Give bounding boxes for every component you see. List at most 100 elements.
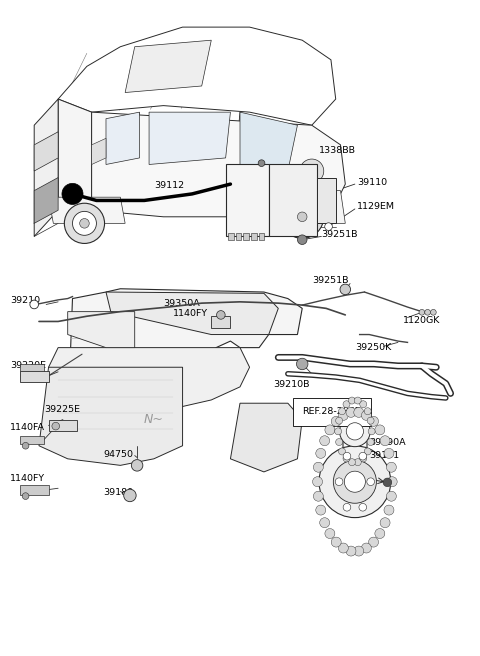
Circle shape — [359, 503, 367, 511]
Text: 39250K: 39250K — [355, 343, 391, 352]
Text: REF.28-286B: REF.28-286B — [302, 407, 361, 416]
Polygon shape — [48, 289, 302, 426]
Polygon shape — [48, 420, 77, 432]
Circle shape — [320, 436, 330, 445]
Circle shape — [384, 505, 394, 515]
Circle shape — [361, 543, 372, 553]
Polygon shape — [236, 233, 241, 239]
Circle shape — [320, 518, 330, 527]
Circle shape — [346, 422, 363, 440]
Text: 1140FY: 1140FY — [173, 309, 208, 318]
Polygon shape — [149, 112, 230, 165]
Circle shape — [298, 212, 307, 222]
Circle shape — [346, 546, 356, 556]
Circle shape — [281, 195, 324, 238]
Text: 1338BB: 1338BB — [319, 146, 356, 155]
Text: 39191: 39191 — [369, 451, 399, 460]
Polygon shape — [243, 233, 249, 239]
Polygon shape — [20, 364, 44, 371]
Text: 39210B: 39210B — [274, 380, 310, 389]
Circle shape — [354, 407, 364, 417]
Circle shape — [425, 310, 431, 315]
Circle shape — [216, 310, 225, 319]
Polygon shape — [230, 403, 302, 472]
Circle shape — [258, 160, 265, 167]
Text: 1140FY: 1140FY — [10, 474, 46, 483]
Text: N~: N~ — [144, 413, 164, 426]
Circle shape — [369, 417, 379, 426]
Circle shape — [312, 477, 323, 487]
Circle shape — [52, 422, 60, 430]
Text: 39251B: 39251B — [312, 276, 348, 285]
Text: 94750: 94750 — [104, 450, 133, 459]
Polygon shape — [68, 312, 135, 348]
Polygon shape — [226, 165, 269, 236]
Circle shape — [354, 397, 361, 404]
Circle shape — [375, 529, 385, 539]
Circle shape — [325, 425, 335, 435]
Polygon shape — [58, 99, 92, 211]
Circle shape — [338, 408, 346, 415]
Polygon shape — [317, 178, 336, 223]
Circle shape — [361, 411, 372, 420]
Circle shape — [364, 448, 371, 455]
Circle shape — [375, 425, 385, 435]
Circle shape — [62, 184, 83, 205]
Circle shape — [346, 407, 356, 417]
Circle shape — [369, 537, 379, 547]
Circle shape — [360, 401, 367, 408]
Polygon shape — [20, 436, 44, 444]
Circle shape — [324, 223, 332, 230]
Polygon shape — [125, 40, 211, 92]
Text: 39251B: 39251B — [322, 230, 358, 239]
Circle shape — [331, 417, 341, 426]
Polygon shape — [39, 367, 182, 465]
Circle shape — [367, 478, 374, 485]
Circle shape — [387, 477, 397, 487]
Polygon shape — [106, 112, 140, 165]
Text: 39190A: 39190A — [369, 438, 406, 447]
Circle shape — [331, 537, 341, 547]
Polygon shape — [20, 371, 48, 382]
Polygon shape — [34, 178, 58, 223]
Circle shape — [419, 310, 425, 315]
Circle shape — [124, 489, 136, 502]
Polygon shape — [34, 99, 58, 236]
Circle shape — [354, 459, 361, 466]
Circle shape — [338, 411, 348, 420]
Text: 1129EM: 1129EM — [357, 203, 395, 211]
Circle shape — [313, 462, 324, 472]
Circle shape — [335, 428, 342, 435]
Text: 1140FA: 1140FA — [10, 423, 45, 432]
Polygon shape — [92, 112, 345, 223]
Text: 39220E: 39220E — [10, 361, 46, 370]
Circle shape — [316, 505, 326, 515]
Circle shape — [132, 460, 143, 471]
Circle shape — [30, 300, 38, 309]
Circle shape — [80, 218, 89, 228]
Circle shape — [297, 358, 308, 370]
Circle shape — [368, 428, 375, 435]
Text: 39180: 39180 — [104, 488, 134, 497]
Circle shape — [333, 460, 376, 503]
Polygon shape — [58, 27, 336, 125]
Circle shape — [344, 471, 365, 492]
Circle shape — [22, 442, 29, 449]
Circle shape — [367, 417, 374, 424]
Circle shape — [386, 491, 396, 501]
Text: 39225E: 39225E — [44, 405, 80, 414]
Circle shape — [343, 401, 350, 408]
Polygon shape — [20, 485, 48, 495]
Polygon shape — [211, 316, 230, 328]
Circle shape — [343, 503, 351, 511]
Polygon shape — [106, 292, 278, 335]
Circle shape — [22, 493, 29, 499]
Circle shape — [343, 453, 351, 460]
Circle shape — [348, 459, 356, 466]
Circle shape — [325, 529, 335, 539]
Circle shape — [383, 478, 392, 487]
Polygon shape — [240, 112, 298, 171]
Circle shape — [340, 284, 350, 295]
Circle shape — [431, 310, 436, 315]
Circle shape — [348, 397, 356, 404]
